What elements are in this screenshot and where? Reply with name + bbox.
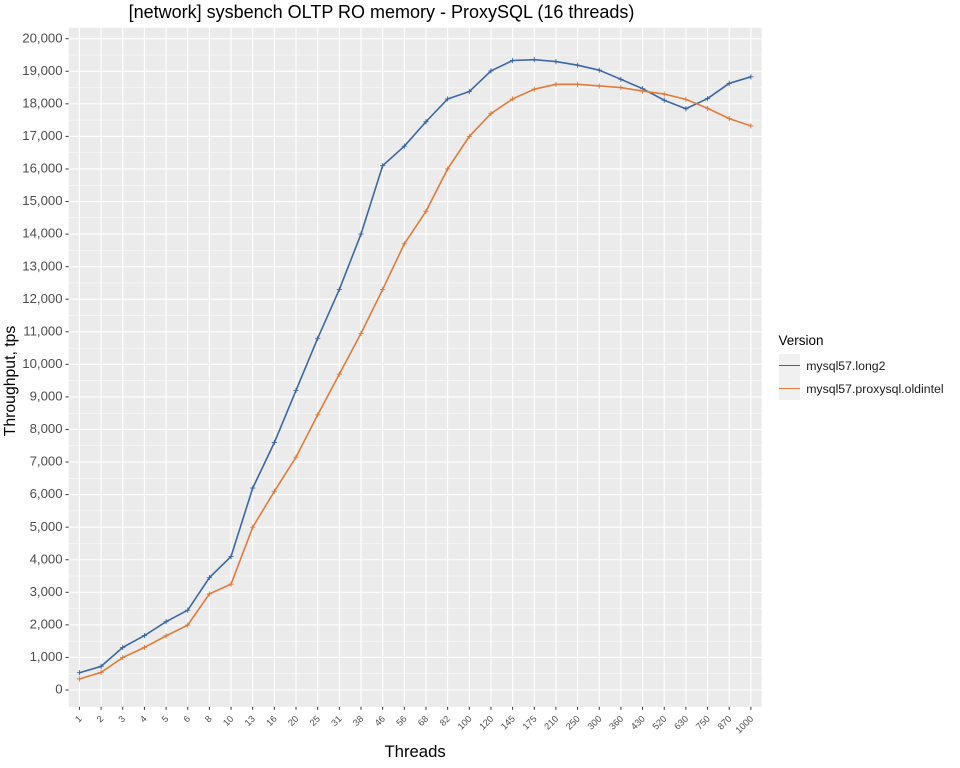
- svg-text:56: 56: [394, 714, 408, 728]
- svg-text:14,000: 14,000: [22, 226, 62, 241]
- svg-text:13: 13: [243, 714, 257, 728]
- svg-text:46: 46: [373, 714, 387, 728]
- svg-text:145: 145: [499, 714, 517, 732]
- svg-text:82: 82: [438, 714, 452, 728]
- svg-text:8: 8: [203, 714, 214, 725]
- svg-text:15,000: 15,000: [22, 193, 62, 208]
- svg-text:250: 250: [564, 714, 582, 732]
- svg-text:11,000: 11,000: [23, 323, 62, 338]
- svg-text:1: 1: [73, 714, 84, 725]
- svg-text:20: 20: [286, 714, 300, 728]
- svg-text:5,000: 5,000: [30, 519, 63, 534]
- svg-text:9,000: 9,000: [30, 389, 63, 404]
- svg-text:1,000: 1,000: [30, 649, 63, 664]
- svg-text:20,000: 20,000: [22, 30, 62, 45]
- svg-text:2: 2: [95, 714, 106, 725]
- svg-text:1000: 1000: [734, 714, 756, 736]
- svg-text:6: 6: [181, 714, 192, 725]
- svg-text:520: 520: [651, 714, 669, 732]
- svg-text:8,000: 8,000: [30, 421, 63, 436]
- svg-text:7,000: 7,000: [30, 454, 63, 469]
- svg-text:38: 38: [351, 714, 365, 728]
- svg-text:430: 430: [629, 714, 647, 732]
- svg-text:750: 750: [694, 714, 712, 732]
- svg-text:120: 120: [477, 714, 495, 732]
- svg-text:5: 5: [160, 714, 171, 725]
- svg-text:68: 68: [416, 714, 430, 728]
- svg-text:25: 25: [308, 714, 322, 728]
- svg-text:630: 630: [672, 714, 690, 732]
- svg-text:175: 175: [521, 714, 539, 732]
- svg-text:31: 31: [329, 714, 343, 728]
- svg-text:6,000: 6,000: [30, 486, 63, 501]
- svg-text:3: 3: [116, 714, 127, 725]
- svg-text:360: 360: [607, 714, 625, 732]
- svg-text:18,000: 18,000: [22, 95, 62, 110]
- svg-text:3,000: 3,000: [30, 584, 63, 599]
- svg-text:10: 10: [221, 714, 235, 728]
- svg-text:4,000: 4,000: [30, 551, 63, 566]
- svg-text:19,000: 19,000: [22, 63, 62, 78]
- svg-text:13,000: 13,000: [22, 258, 62, 273]
- svg-text:870: 870: [716, 714, 734, 732]
- svg-text:10,000: 10,000: [22, 356, 62, 371]
- svg-text:16: 16: [264, 714, 278, 728]
- svg-text:12,000: 12,000: [22, 291, 62, 306]
- svg-text:4: 4: [138, 714, 149, 725]
- svg-text:16,000: 16,000: [22, 161, 62, 176]
- svg-text:0: 0: [55, 682, 62, 697]
- svg-text:17,000: 17,000: [22, 128, 62, 143]
- svg-text:300: 300: [586, 714, 604, 732]
- svg-text:100: 100: [456, 714, 474, 732]
- svg-text:210: 210: [542, 714, 560, 732]
- svg-text:2,000: 2,000: [30, 616, 63, 631]
